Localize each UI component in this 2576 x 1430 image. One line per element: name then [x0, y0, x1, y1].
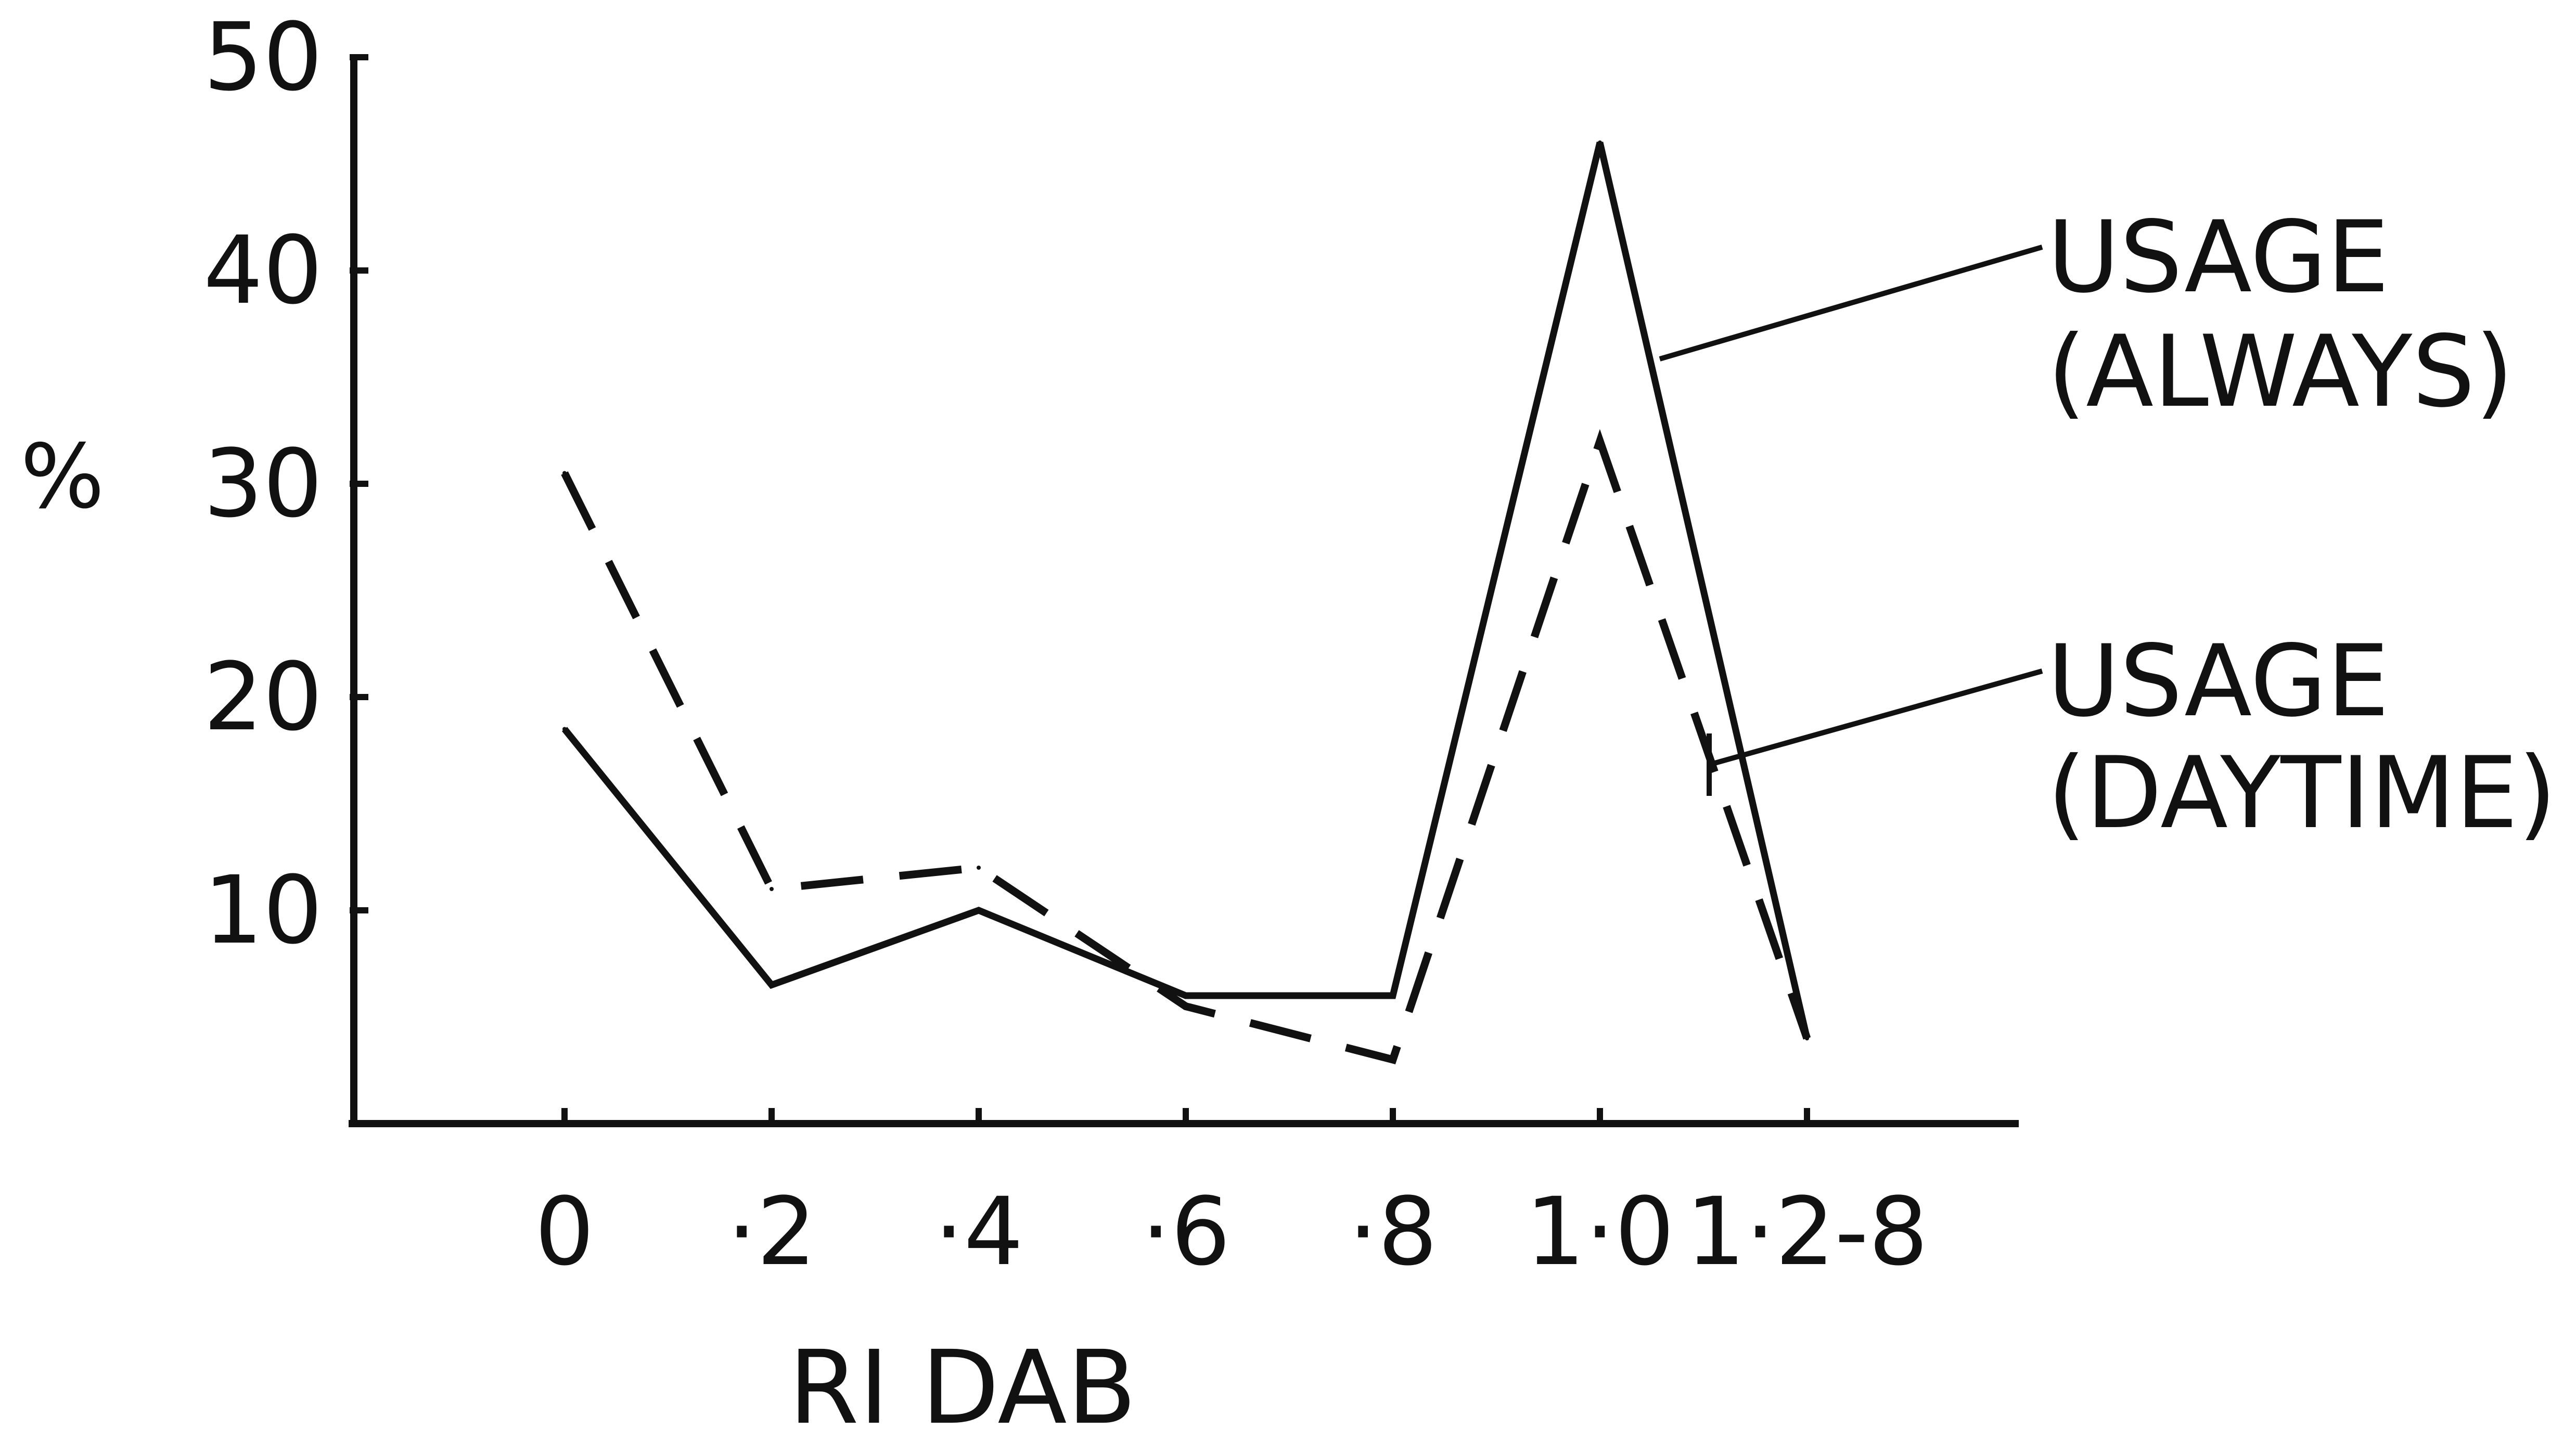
series-daytime-leader-line	[1708, 668, 2043, 767]
series-always-point	[1598, 140, 1602, 145]
x-tick-label: 0	[535, 1178, 595, 1286]
series-daytime-legend-label: USAGE	[2047, 624, 2389, 739]
series-always-legend-label: (ALWAYS)	[2047, 314, 2514, 429]
series-always-point	[1391, 994, 1395, 998]
y-ticks: 10 20 30 40 50	[203, 3, 368, 965]
series-daytime-point	[1391, 1058, 1395, 1062]
y-tick-label: 20	[203, 643, 323, 752]
legend: USAGE(ALWAYS)USAGE(DAYTIME)	[1659, 200, 2557, 851]
series-always-leader-line	[1659, 244, 2043, 362]
y-tick-label: 50	[203, 3, 323, 112]
y-tick-label: 40	[203, 216, 323, 325]
series-daytime-point	[977, 866, 981, 870]
axes	[349, 57, 2019, 1127]
series-lines	[561, 140, 1811, 1065]
x-axis-label: RI DAB	[789, 1329, 1137, 1427]
series-always-point	[1184, 994, 1188, 998]
y-tick-label: 10	[203, 856, 323, 965]
x-tick-label: 1·2-8	[1686, 1178, 1928, 1286]
series-always-point	[562, 727, 567, 731]
y-tick-label: 30	[203, 430, 323, 538]
y-axis-label: %	[20, 426, 105, 529]
series-always-point	[770, 983, 774, 987]
x-ticks: 0 ·2 ·4 ·6 ·8 1·0 1·2-8	[535, 1108, 1928, 1286]
x-tick-label: ·4	[934, 1178, 1023, 1286]
series-daytime-legend-label: (DAYTIME)	[2047, 736, 2557, 851]
series-always-point	[977, 908, 981, 912]
series-daytime-point	[1805, 1036, 1809, 1040]
series-daytime-point	[770, 887, 774, 891]
x-tick-label: ·8	[1348, 1178, 1438, 1286]
series-always-line	[561, 141, 1811, 1039]
series-daytime-line	[561, 429, 1811, 1065]
series-daytime-point	[1598, 439, 1602, 443]
series-always-legend-label: USAGE	[2047, 200, 2389, 315]
x-tick-label: ·2	[727, 1178, 816, 1286]
x-tick-label: 1·0	[1526, 1178, 1674, 1286]
series-daytime-point	[562, 471, 567, 475]
series-daytime-point	[1184, 1004, 1188, 1009]
x-tick-label: ·6	[1141, 1178, 1231, 1286]
